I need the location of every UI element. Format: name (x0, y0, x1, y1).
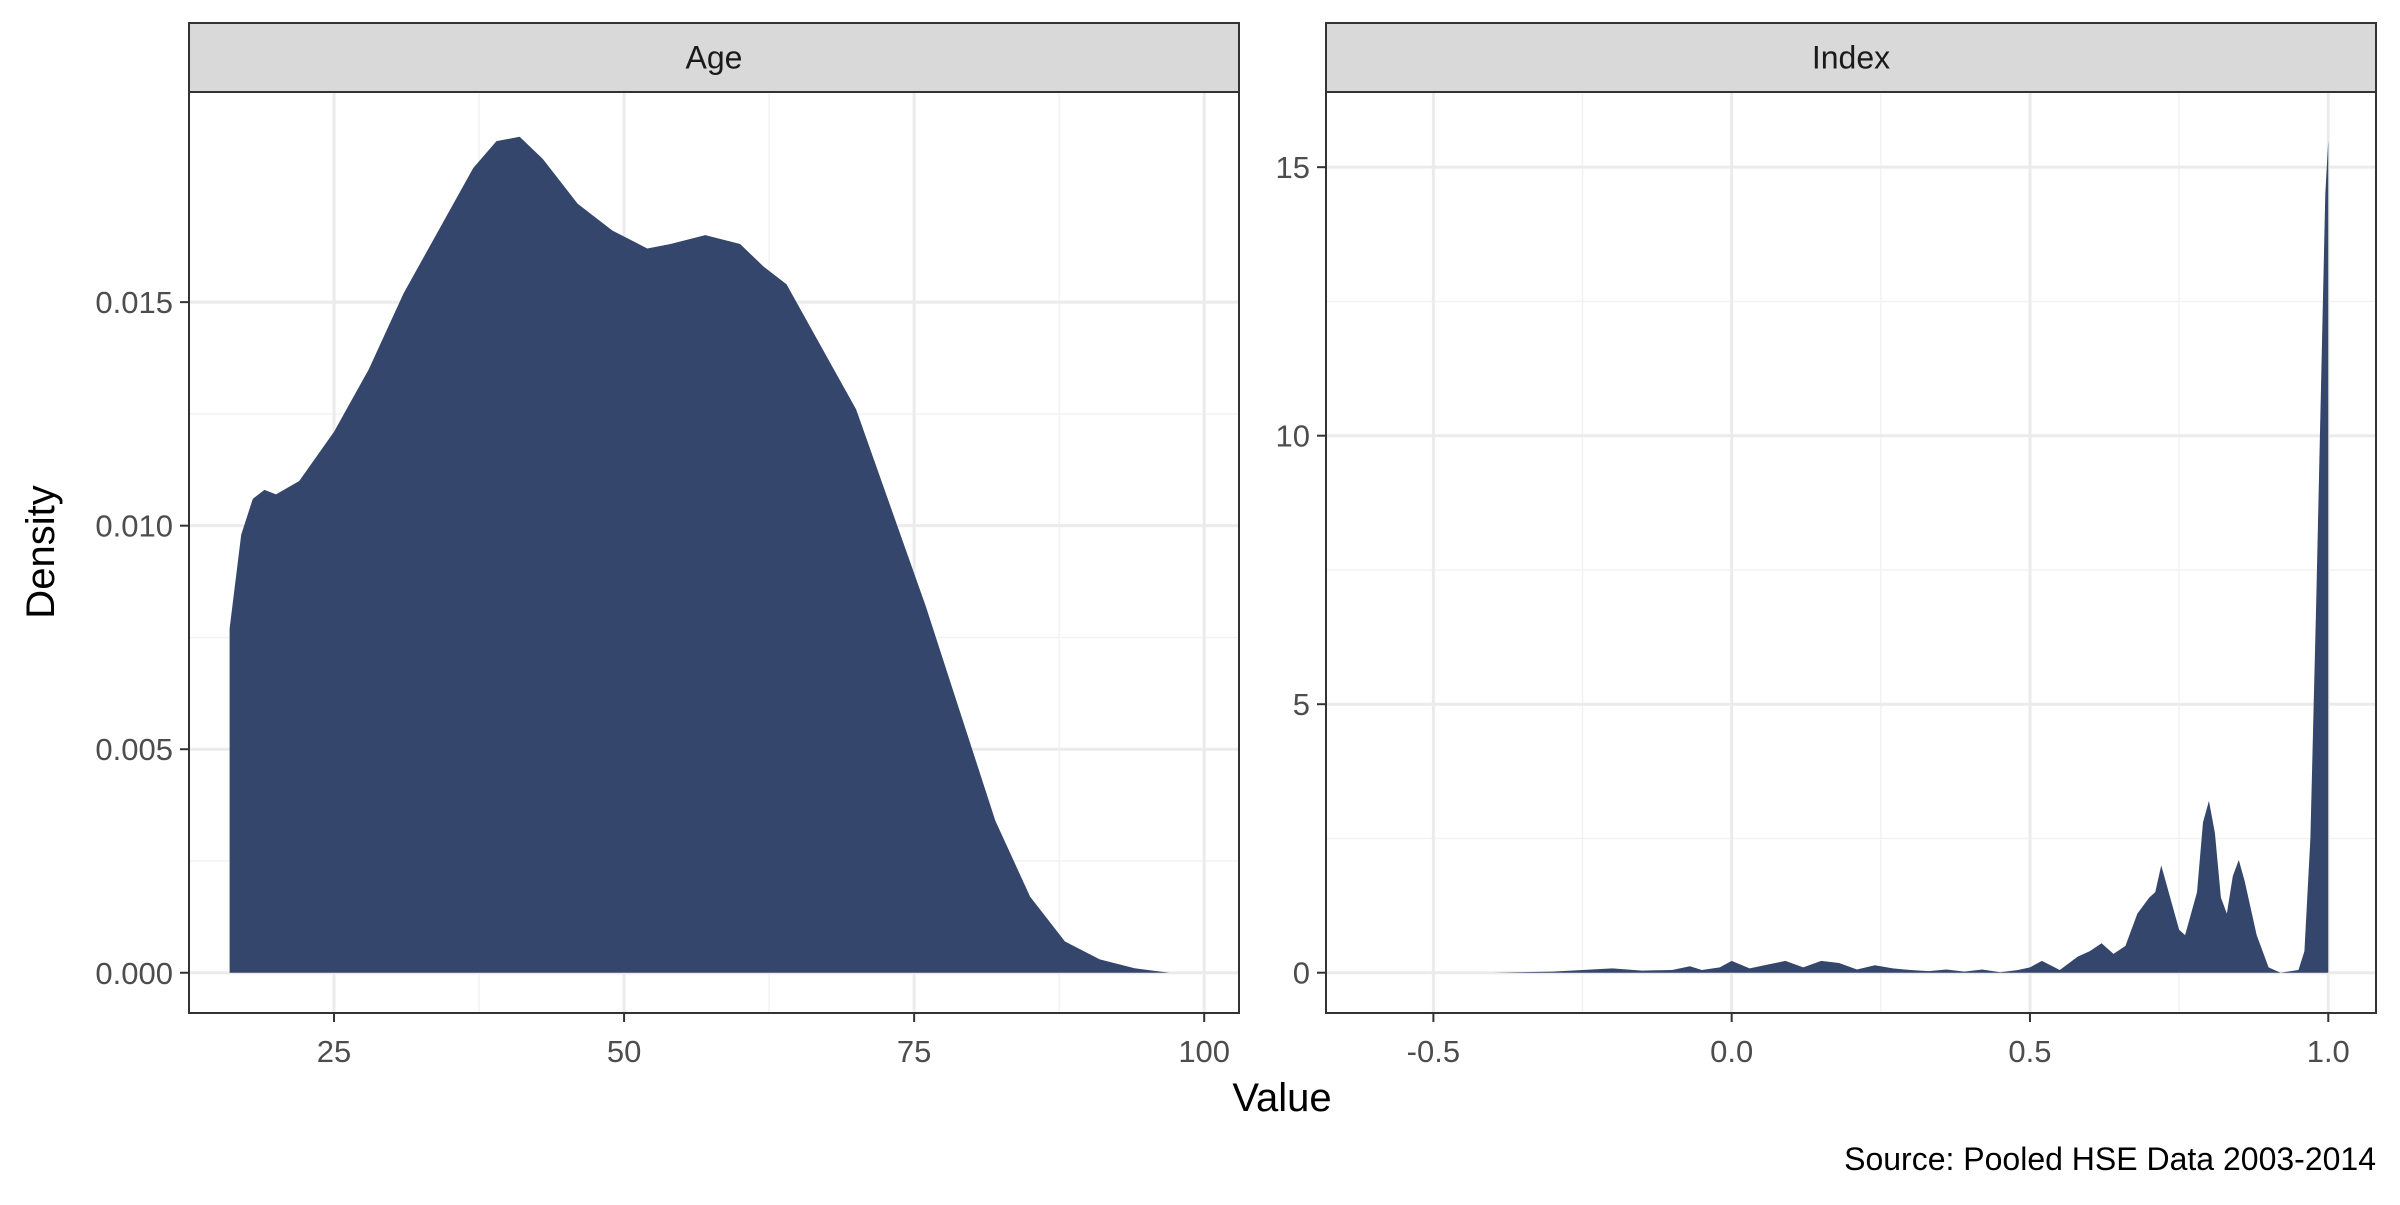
panel-1-y-tick-label-3: 0.015 (95, 285, 173, 320)
panel-2-x-tick-label-1: 0.0 (1710, 1034, 1753, 1069)
chart-caption: Source: Pooled HSE Data 2003-2014 (1844, 1141, 2376, 1177)
panel-2-strip-label: Index (1812, 40, 1890, 76)
panel-2-density-area (1379, 140, 2329, 973)
panel-2-x-tick-label-3: 1.0 (2307, 1034, 2350, 1069)
panel-1-x-tick-label-0: 25 (317, 1034, 351, 1069)
panel-2-x-tick-label-2: 0.5 (2008, 1034, 2051, 1069)
panel-1-strip (188, 22, 1240, 93)
panel-2-y-tick-label-2: 10 (1276, 419, 1310, 454)
panel-1-x-tick-label-3: 100 (1178, 1034, 1230, 1069)
panel-2-border (1325, 91, 2377, 1014)
panel-2-strip (1325, 22, 2377, 93)
y-axis-title: Density (19, 485, 63, 618)
panel-1-border (188, 91, 1240, 1014)
x-axis-title: Value (1232, 1076, 1331, 1120)
panel-1-density-area (229, 136, 1205, 973)
panel-1-y-tick-label-0: 0.000 (95, 956, 173, 991)
panel-1-x-tick-label-2: 75 (897, 1034, 931, 1069)
panel-2-y-tick-label-1: 5 (1293, 687, 1310, 722)
panel-2-y-tick-label-3: 15 (1276, 150, 1310, 185)
panel-1-x-tick-label-1: 50 (607, 1034, 641, 1069)
panel-2-y-tick-label-0: 0 (1293, 956, 1310, 991)
panel-1-strip-label: Age (686, 40, 743, 76)
panel-1-y-tick-label-1: 0.005 (95, 732, 173, 767)
panel-2-x-tick-label-0: -0.5 (1407, 1034, 1460, 1069)
panel-1-y-tick-label-2: 0.010 (95, 509, 173, 544)
